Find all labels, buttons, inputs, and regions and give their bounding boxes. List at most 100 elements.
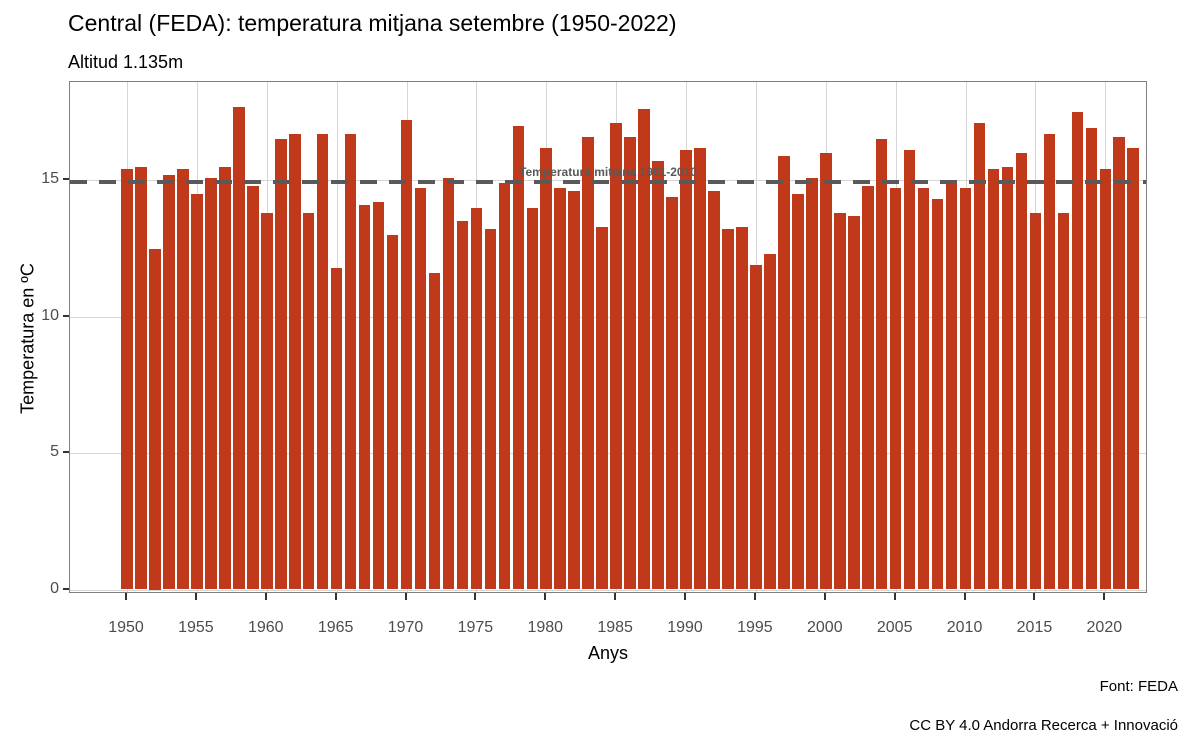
bar-2021 [1113, 136, 1126, 590]
x-tick-label-1950: 1950 [108, 619, 144, 636]
bar-1951 [135, 166, 147, 590]
x-tick-1955 [194, 593, 197, 600]
x-tick-2000 [823, 593, 826, 600]
x-tick-label-1965: 1965 [317, 619, 354, 636]
x-axis-title: Anys [587, 643, 629, 663]
bar-2009 [945, 183, 958, 590]
bar-2018 [1071, 112, 1084, 590]
y-tick-label-10: 10 [41, 306, 59, 324]
x-tick-1960 [264, 593, 267, 600]
x-tick-label-2005: 2005 [876, 619, 913, 636]
bar-2000 [820, 153, 832, 590]
chart-subtitle: Altitud 1.135m [68, 52, 184, 72]
bar-2013 [1001, 166, 1014, 590]
bar-2015 [1029, 213, 1042, 590]
y-axis-title: Temperatura en ºC [17, 263, 38, 414]
chart-title: Central (FEDA): temperatura mitjana sete… [68, 10, 677, 36]
y-tick-label-15: 15 [41, 170, 59, 188]
bar-1990 [680, 150, 692, 590]
y-tick-5 [63, 451, 69, 454]
bar-1998 [792, 193, 804, 590]
bar-1966 [344, 133, 357, 590]
bar-1991 [694, 147, 706, 590]
x-tick-label-1975: 1975 [457, 619, 494, 636]
bar-1993 [722, 229, 734, 590]
bar-1974 [456, 221, 469, 590]
bar-1958 [233, 106, 245, 590]
x-tick-1965 [334, 593, 337, 600]
bar-1950 [121, 169, 133, 590]
bar-1956 [205, 177, 217, 590]
bar-1982 [568, 191, 581, 590]
x-tick-2015 [1033, 593, 1036, 600]
x-tick-label-1980: 1980 [527, 619, 564, 636]
bar-1980 [540, 147, 553, 590]
x-tick-label-2015: 2015 [1016, 619, 1053, 636]
bar-1963 [302, 213, 315, 590]
bar-1967 [358, 204, 371, 590]
bar-2010 [959, 188, 972, 590]
x-tick-2005 [893, 593, 896, 600]
bar-1999 [806, 177, 818, 590]
bar-2007 [917, 188, 930, 590]
bar-1962 [288, 133, 301, 590]
bar-1992 [708, 191, 720, 590]
bar-2006 [903, 150, 916, 590]
x-tick-1985 [614, 593, 617, 600]
bar-1960 [260, 213, 273, 590]
y-tick-label-5: 5 [50, 443, 59, 461]
bar-1972 [428, 273, 441, 590]
x-tick-1990 [684, 593, 687, 600]
bar-1952 [149, 248, 161, 590]
x-tick-label-1985: 1985 [597, 619, 633, 636]
bar-1981 [554, 188, 567, 590]
x-tick-2020 [1103, 593, 1106, 600]
bar-1969 [386, 234, 399, 590]
bar-2002 [847, 215, 860, 590]
bar-2020 [1099, 169, 1112, 590]
bar-1965 [330, 267, 343, 590]
license-note: CC BY 4.0 Andorra Recerca + Innovació [909, 717, 1178, 734]
bar-1973 [442, 177, 455, 590]
bar-2012 [987, 169, 1000, 590]
bar-1978 [512, 125, 525, 590]
y-tick-15 [63, 178, 69, 181]
bar-1968 [372, 202, 385, 590]
reference-line-label: Temperatura mitjana 1981-2010 [519, 164, 697, 179]
bar-1989 [666, 196, 678, 590]
reference-line [70, 179, 1146, 184]
bar-1961 [274, 139, 287, 590]
bar-2004 [875, 139, 888, 590]
gridline-h-10 [70, 316, 1146, 318]
bar-1983 [582, 136, 594, 590]
x-tick-1975 [474, 593, 477, 600]
bar-1953 [163, 174, 175, 590]
bar-1984 [596, 226, 608, 590]
x-tick-label-1990: 1990 [667, 619, 703, 636]
bar-1995 [750, 264, 762, 590]
x-tick-1980 [544, 593, 547, 600]
x-tick-label-1960: 1960 [247, 619, 284, 636]
bar-1971 [414, 188, 427, 590]
bar-2017 [1057, 213, 1070, 590]
x-tick-label-2010: 2010 [946, 619, 983, 636]
x-tick-1950 [125, 593, 127, 600]
x-tick-2010 [963, 593, 966, 600]
x-tick-1970 [404, 593, 407, 600]
bar-1988 [652, 161, 664, 590]
gridline-h-0 [70, 589, 1146, 591]
bar-1979 [526, 207, 539, 590]
gridline-h-5 [70, 453, 1146, 455]
bar-2022 [1127, 147, 1140, 590]
x-tick-label-2000: 2000 [807, 619, 843, 636]
x-tick-label-1995: 1995 [737, 619, 773, 636]
bar-1970 [400, 120, 413, 590]
bar-1975 [470, 207, 483, 590]
y-tick-0 [63, 587, 69, 590]
bar-1964 [316, 133, 329, 590]
bar-2003 [861, 185, 874, 590]
bar-1996 [764, 253, 776, 590]
y-tick-label-0: 0 [50, 579, 59, 597]
bar-2019 [1085, 128, 1098, 590]
